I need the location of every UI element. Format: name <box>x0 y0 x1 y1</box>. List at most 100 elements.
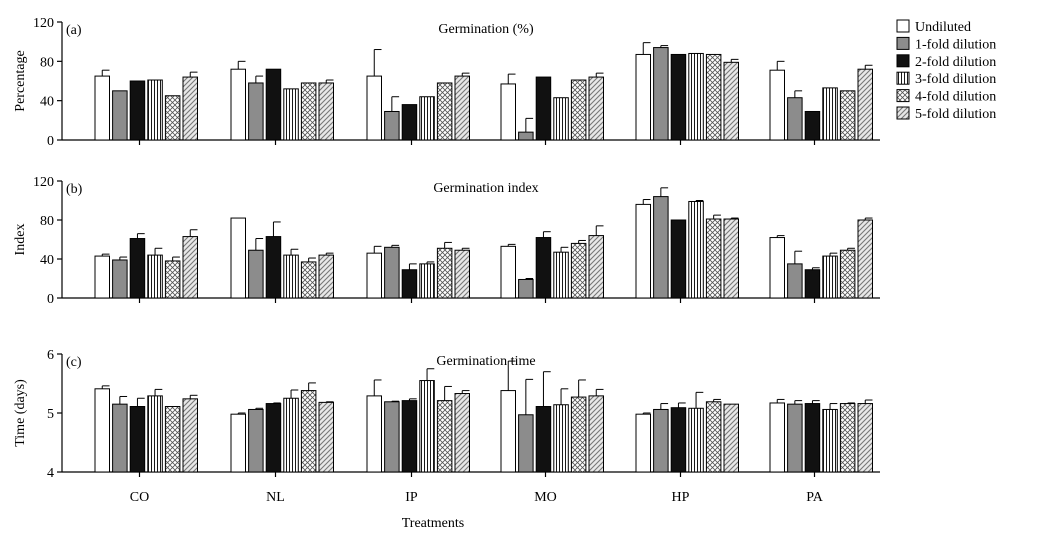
bar <box>129 80 146 141</box>
bar <box>670 219 687 299</box>
bar <box>366 252 382 299</box>
bar <box>535 76 552 141</box>
x-axis-title: Treatments <box>402 516 464 531</box>
bar <box>182 76 198 141</box>
x-tick-label: PA <box>806 490 824 505</box>
panel-germination-percent: 0 40 80 120 Percentage (a) Germination (%) <box>13 16 880 149</box>
bar <box>436 400 453 473</box>
bar <box>723 61 739 141</box>
bar <box>147 395 163 473</box>
bar <box>570 242 587 299</box>
bar <box>182 236 198 299</box>
bar <box>535 237 552 299</box>
bar <box>164 406 181 473</box>
bar <box>588 395 604 473</box>
bar <box>94 75 110 141</box>
bar <box>705 218 722 299</box>
bar <box>230 217 246 299</box>
bar <box>857 403 873 473</box>
y-tick-label: 5 <box>47 407 54 422</box>
bar <box>570 79 587 141</box>
bar <box>500 83 516 141</box>
bar <box>653 408 669 473</box>
x-tick-label: IP <box>405 490 418 505</box>
bar <box>688 52 704 141</box>
bar <box>723 218 739 299</box>
bar <box>787 263 803 299</box>
bar <box>419 96 435 141</box>
bar <box>553 251 569 299</box>
bar <box>94 388 110 473</box>
bar <box>688 200 704 299</box>
bar <box>366 75 382 141</box>
bar <box>822 255 838 299</box>
bar <box>436 82 453 141</box>
bar <box>283 397 299 473</box>
legend-label: Undiluted <box>915 20 971 35</box>
legend-swatch <box>896 106 910 120</box>
bar <box>705 401 722 473</box>
y-tick-label: 80 <box>40 214 54 229</box>
bar <box>384 401 400 473</box>
y-tick-label: 120 <box>33 16 54 31</box>
bar <box>635 203 651 299</box>
bar <box>300 390 317 473</box>
bar <box>230 413 246 473</box>
legend-label: 4-fold dilution <box>915 90 996 105</box>
panel-title: Germination (%) <box>438 22 534 37</box>
bar <box>129 406 146 473</box>
bar <box>839 403 856 473</box>
y-tick-label: 6 <box>47 348 54 363</box>
bar <box>518 131 534 141</box>
bar <box>769 69 785 141</box>
bar <box>248 82 264 141</box>
bar <box>384 110 400 141</box>
bar <box>454 393 470 473</box>
bar <box>857 219 873 299</box>
bar <box>164 95 181 141</box>
bar <box>401 400 418 473</box>
bar <box>283 254 299 299</box>
bar <box>454 249 470 299</box>
bar <box>164 260 181 299</box>
y-tick-label: 40 <box>40 95 54 110</box>
bar <box>635 53 651 141</box>
bar <box>822 408 838 473</box>
x-axis-label: Treatments <box>402 516 464 531</box>
bar <box>318 401 334 473</box>
y-axis-label: Index <box>13 224 28 256</box>
bar <box>839 90 856 141</box>
y-tick-label: 4 <box>47 466 54 481</box>
bar <box>723 403 739 473</box>
y-tick-label: 0 <box>47 134 54 149</box>
legend-swatch <box>896 54 910 68</box>
y-tick-label: 40 <box>40 253 54 268</box>
bar <box>688 407 704 473</box>
bar <box>570 396 587 473</box>
bar <box>112 403 128 473</box>
bar <box>804 110 821 141</box>
legend-label: 5-fold dilution <box>915 107 996 122</box>
bar <box>265 403 282 473</box>
bar <box>248 408 264 473</box>
bar <box>318 254 334 299</box>
bar <box>300 261 317 299</box>
x-tick-label: CO <box>130 490 149 505</box>
panel-title: Germination index <box>433 181 538 196</box>
panel-label: (a) <box>66 23 82 38</box>
bar <box>857 68 873 141</box>
bar <box>129 238 146 299</box>
y-axis-label: Percentage <box>13 50 28 111</box>
bar <box>670 53 687 141</box>
bar <box>182 398 198 473</box>
x-tick-label: HP <box>672 490 690 505</box>
bar <box>454 75 470 141</box>
bar <box>500 245 516 299</box>
bar <box>384 246 400 299</box>
bar <box>318 82 334 141</box>
bar <box>366 395 382 473</box>
bar <box>112 90 128 141</box>
bar <box>588 76 604 141</box>
bar <box>804 403 821 473</box>
legend-label: 3-fold dilution <box>915 72 996 87</box>
